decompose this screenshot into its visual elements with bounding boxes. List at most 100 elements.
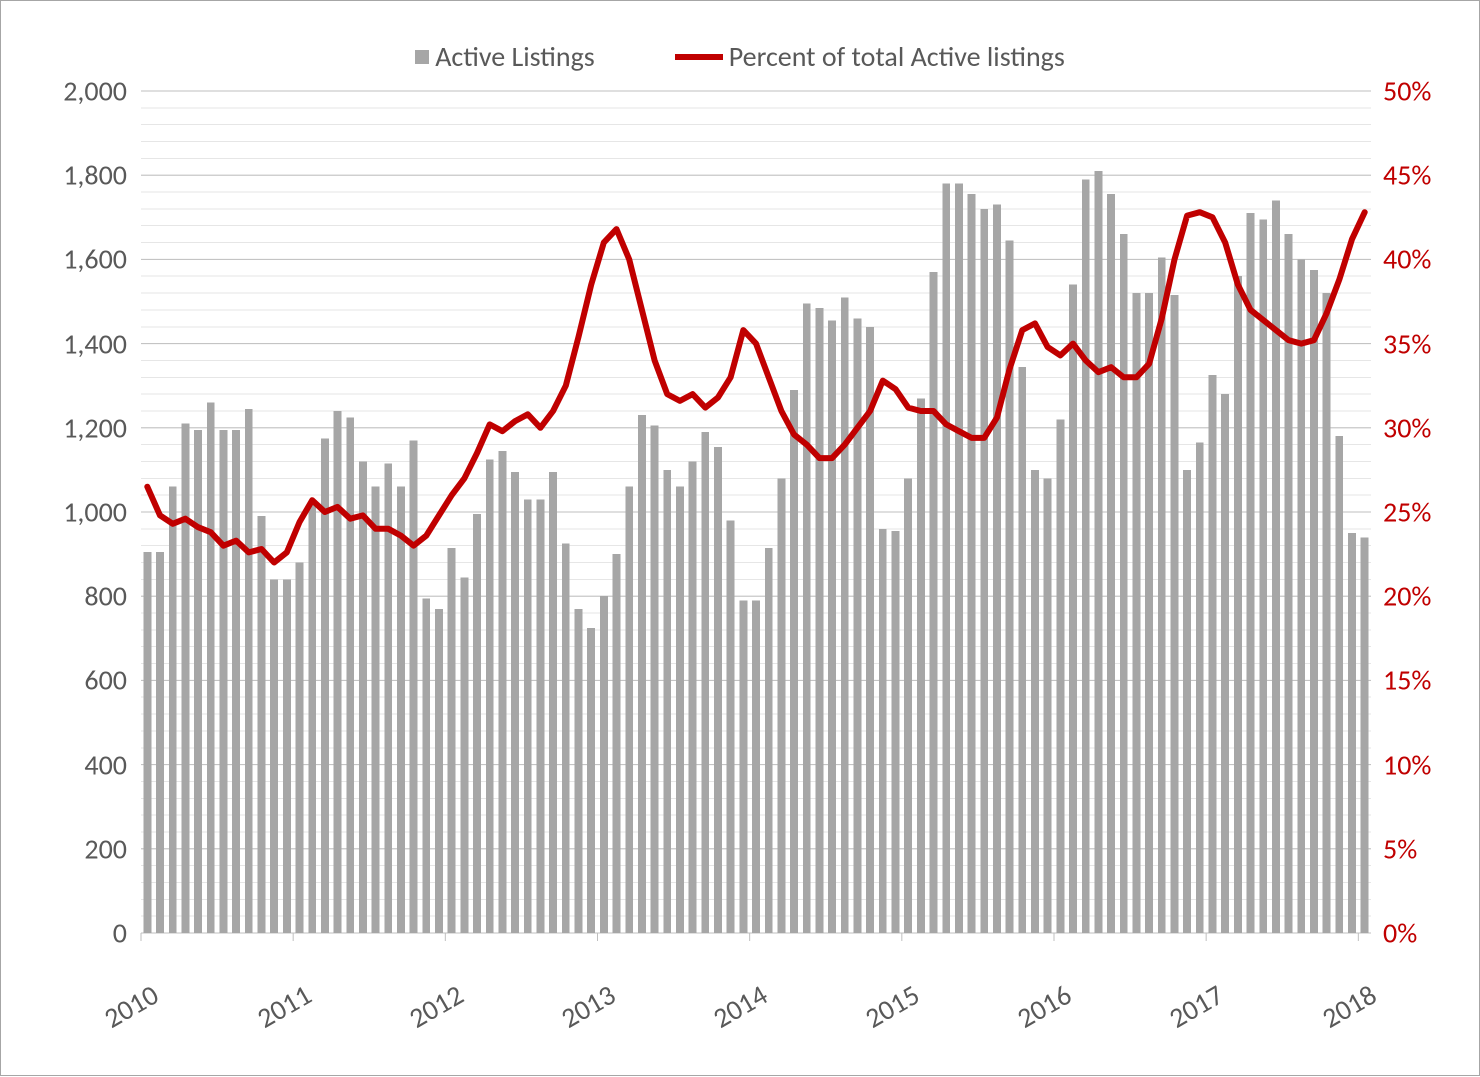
y-right-tick-label: 45% bbox=[1383, 158, 1431, 193]
bar bbox=[892, 531, 900, 933]
y-right-tick-label: 50% bbox=[1383, 74, 1431, 109]
bar bbox=[194, 430, 202, 933]
y-right-tick-label: 25% bbox=[1383, 495, 1431, 530]
bar bbox=[752, 600, 760, 933]
bar bbox=[169, 487, 177, 933]
bar bbox=[143, 552, 151, 933]
bar bbox=[676, 487, 684, 933]
bar bbox=[296, 563, 304, 933]
y-right-tick-label: 20% bbox=[1383, 579, 1431, 614]
bar bbox=[334, 411, 342, 933]
bar bbox=[879, 529, 887, 933]
bar bbox=[359, 461, 367, 933]
bar bbox=[1120, 234, 1128, 933]
bar bbox=[600, 596, 608, 933]
bar bbox=[1132, 293, 1140, 933]
bar bbox=[410, 440, 418, 933]
bar bbox=[1171, 295, 1179, 933]
bar bbox=[968, 194, 976, 933]
bar bbox=[689, 461, 697, 933]
bar bbox=[397, 487, 405, 933]
bar bbox=[473, 514, 481, 933]
bar bbox=[1310, 270, 1318, 933]
y-left-tick-label: 2,000 bbox=[63, 74, 127, 109]
bar bbox=[1323, 293, 1331, 933]
bar bbox=[955, 184, 963, 933]
y-left-tick-label: 0 bbox=[113, 916, 127, 951]
bar bbox=[777, 478, 785, 933]
bar bbox=[841, 297, 849, 933]
bar bbox=[1247, 213, 1255, 933]
bar bbox=[1259, 219, 1267, 933]
bar bbox=[980, 209, 988, 933]
y-right-tick-label: 35% bbox=[1383, 326, 1431, 361]
bar bbox=[524, 499, 532, 933]
bar bbox=[448, 548, 456, 933]
y-right-tick-label: 40% bbox=[1383, 242, 1431, 277]
y-left-tick-label: 800 bbox=[84, 579, 127, 614]
line-series bbox=[147, 212, 1364, 562]
bar bbox=[587, 628, 595, 933]
bar bbox=[1069, 285, 1077, 933]
y-right-tick-label: 5% bbox=[1383, 831, 1417, 866]
bar bbox=[549, 472, 557, 933]
bar bbox=[1209, 375, 1217, 933]
bar bbox=[1297, 259, 1305, 933]
bar bbox=[854, 318, 862, 933]
bar bbox=[283, 579, 291, 933]
y-left-tick-label: 1,000 bbox=[63, 495, 127, 530]
y-left-tick-label: 600 bbox=[84, 663, 127, 698]
bar bbox=[701, 432, 709, 933]
y-right-tick-label: 10% bbox=[1383, 747, 1431, 782]
bar bbox=[207, 403, 215, 933]
bar bbox=[1006, 240, 1014, 933]
bar bbox=[765, 548, 773, 933]
plot-area bbox=[1, 1, 1480, 1077]
bar bbox=[1107, 194, 1115, 933]
bar bbox=[156, 552, 164, 933]
bar bbox=[1335, 436, 1343, 933]
bar bbox=[638, 415, 646, 933]
bar bbox=[1018, 367, 1026, 933]
bar bbox=[1272, 200, 1280, 933]
bar bbox=[1044, 478, 1052, 933]
bar bbox=[625, 487, 633, 933]
bar bbox=[308, 504, 316, 933]
bar bbox=[1056, 419, 1064, 933]
y-right-tick-label: 15% bbox=[1383, 663, 1431, 698]
bar bbox=[1145, 293, 1153, 933]
bar bbox=[1082, 179, 1090, 933]
bar bbox=[663, 470, 671, 933]
bar bbox=[562, 544, 570, 933]
bar bbox=[232, 430, 240, 933]
bar bbox=[258, 516, 266, 933]
y-right-tick-label: 30% bbox=[1383, 410, 1431, 445]
bar bbox=[714, 447, 722, 933]
bar bbox=[537, 499, 545, 933]
y-left-tick-label: 400 bbox=[84, 747, 127, 782]
y-left-tick-label: 1,600 bbox=[63, 242, 127, 277]
bar bbox=[942, 184, 950, 933]
bar bbox=[1094, 171, 1102, 933]
bar bbox=[270, 579, 278, 933]
y-right-tick-label: 0% bbox=[1383, 916, 1417, 951]
bar bbox=[575, 609, 583, 933]
y-left-tick-label: 1,800 bbox=[63, 158, 127, 193]
bar bbox=[486, 459, 494, 933]
bar bbox=[372, 487, 380, 933]
bar bbox=[993, 205, 1001, 933]
bar bbox=[435, 609, 443, 933]
bar bbox=[828, 320, 836, 933]
bar bbox=[346, 417, 354, 933]
bar bbox=[1348, 533, 1356, 933]
bar bbox=[1234, 276, 1242, 933]
bar bbox=[1221, 394, 1229, 933]
bar bbox=[219, 430, 227, 933]
bar bbox=[613, 554, 621, 933]
bar bbox=[181, 424, 189, 933]
y-left-tick-label: 1,200 bbox=[63, 410, 127, 445]
bar bbox=[803, 304, 811, 933]
bar bbox=[815, 308, 823, 933]
bar bbox=[1031, 470, 1039, 933]
chart-container: Active ListingsPercent of total Active l… bbox=[0, 0, 1480, 1076]
